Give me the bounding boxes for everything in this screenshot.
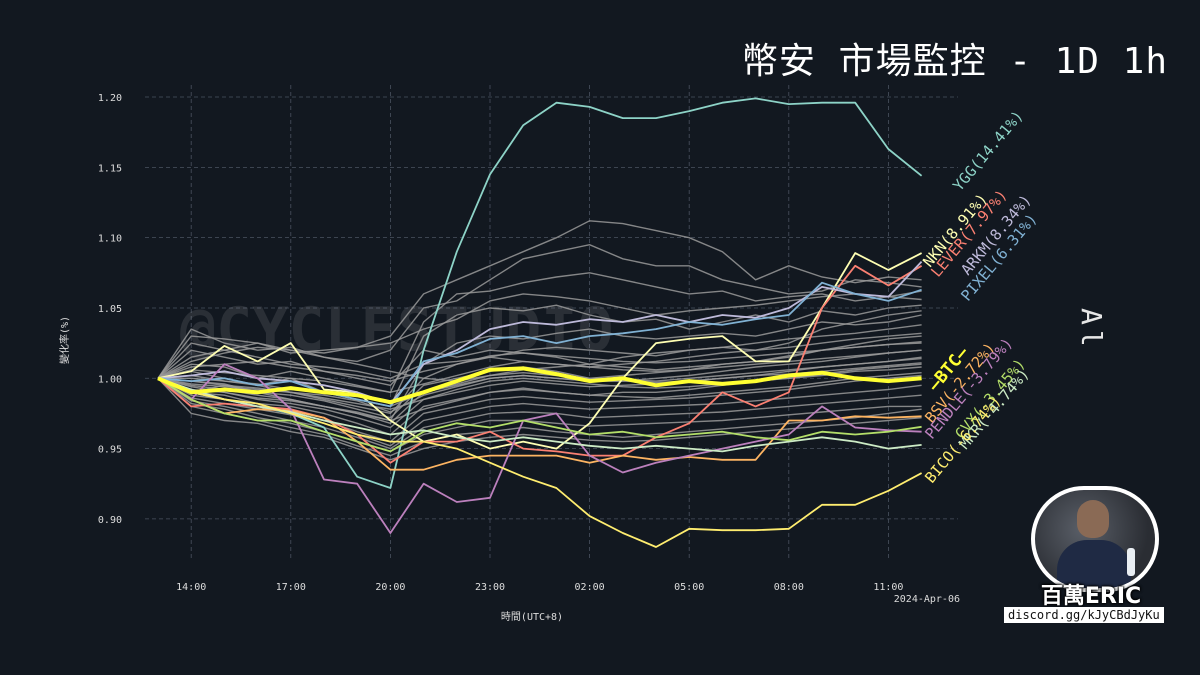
watermark: @CYCLESTUDIO bbox=[180, 295, 613, 365]
avatar-head bbox=[1077, 500, 1109, 538]
series-line-other bbox=[157, 377, 922, 453]
x-tick-label: 14:00 bbox=[176, 582, 206, 593]
y-tick-label: 0.90 bbox=[98, 515, 122, 526]
page-title: 幣安 市場監控 - 1D 1h bbox=[741, 41, 1168, 82]
series-line-other bbox=[157, 243, 922, 379]
side-label-svg: All bbox=[1075, 308, 1108, 374]
discord-link[interactable]: discord.gg/kJyCBdJyKu bbox=[1004, 607, 1164, 623]
x-date-label: 2024-Apr-06 bbox=[894, 594, 960, 605]
avatar-body bbox=[1057, 540, 1131, 588]
x-tick-label: 11:00 bbox=[873, 582, 903, 593]
series-line-nkn bbox=[157, 252, 923, 450]
x-tick-labels: 14:00 17:00 20:00 23:00 02:00 05:00 08:00 11:00 bbox=[176, 582, 903, 593]
named-series-group bbox=[157, 97, 923, 548]
y-tick-label: 1.15 bbox=[98, 163, 122, 174]
x-tick-label: 05:00 bbox=[674, 582, 704, 593]
y-tick-labels: 0.90 0.95 1.00 1.05 1.10 1.15 1.20 bbox=[98, 93, 122, 526]
filter-label: All bbox=[1074, 308, 1108, 374]
series-line-pixel bbox=[157, 281, 922, 408]
y-tick-label: 1.00 bbox=[98, 374, 122, 385]
series-line-other bbox=[157, 372, 922, 422]
series-line-other bbox=[157, 293, 922, 379]
series-line-other bbox=[157, 377, 922, 461]
series-line-other bbox=[157, 377, 922, 450]
series-line-pendle bbox=[157, 363, 922, 534]
series-label-ygg: YGG(14.41%) bbox=[949, 107, 1027, 195]
series-line-other bbox=[157, 377, 922, 457]
y-tick-label: 1.10 bbox=[98, 234, 122, 245]
series-line-arkm bbox=[157, 260, 923, 405]
series-line-other bbox=[157, 377, 922, 447]
y-tick-label: 0.95 bbox=[98, 445, 122, 456]
series-line-lever bbox=[157, 264, 923, 464]
side-label-text: All bbox=[1075, 308, 1104, 354]
x-tick-label: 17:00 bbox=[276, 582, 306, 593]
series-line-other bbox=[157, 272, 922, 394]
avatar bbox=[1031, 486, 1159, 592]
brand-name: 百萬ERIC bbox=[1040, 584, 1142, 609]
series-line-bico bbox=[157, 377, 923, 548]
series-line-btc bbox=[157, 366, 922, 405]
x-tick-label: 20:00 bbox=[375, 582, 405, 593]
series-line-cvx bbox=[157, 377, 922, 453]
x-axis-label: 時間(UTC+8) bbox=[501, 611, 563, 623]
x-tick-label: 02:00 bbox=[575, 582, 605, 593]
series-line-other bbox=[157, 310, 922, 380]
series-line-other bbox=[157, 304, 922, 408]
x-tick-label: 08:00 bbox=[774, 582, 804, 593]
series-line-other bbox=[157, 341, 922, 419]
avatar-bottle bbox=[1127, 548, 1135, 576]
grid-lines bbox=[145, 85, 958, 560]
x-tick-label: 23:00 bbox=[475, 582, 505, 593]
y-axis-label: 變化率(%) bbox=[58, 316, 71, 364]
series-line-other bbox=[157, 349, 922, 394]
y-tick-label: 1.20 bbox=[98, 93, 122, 104]
y-tick-label: 1.05 bbox=[98, 304, 122, 315]
series-line-other bbox=[157, 220, 922, 379]
